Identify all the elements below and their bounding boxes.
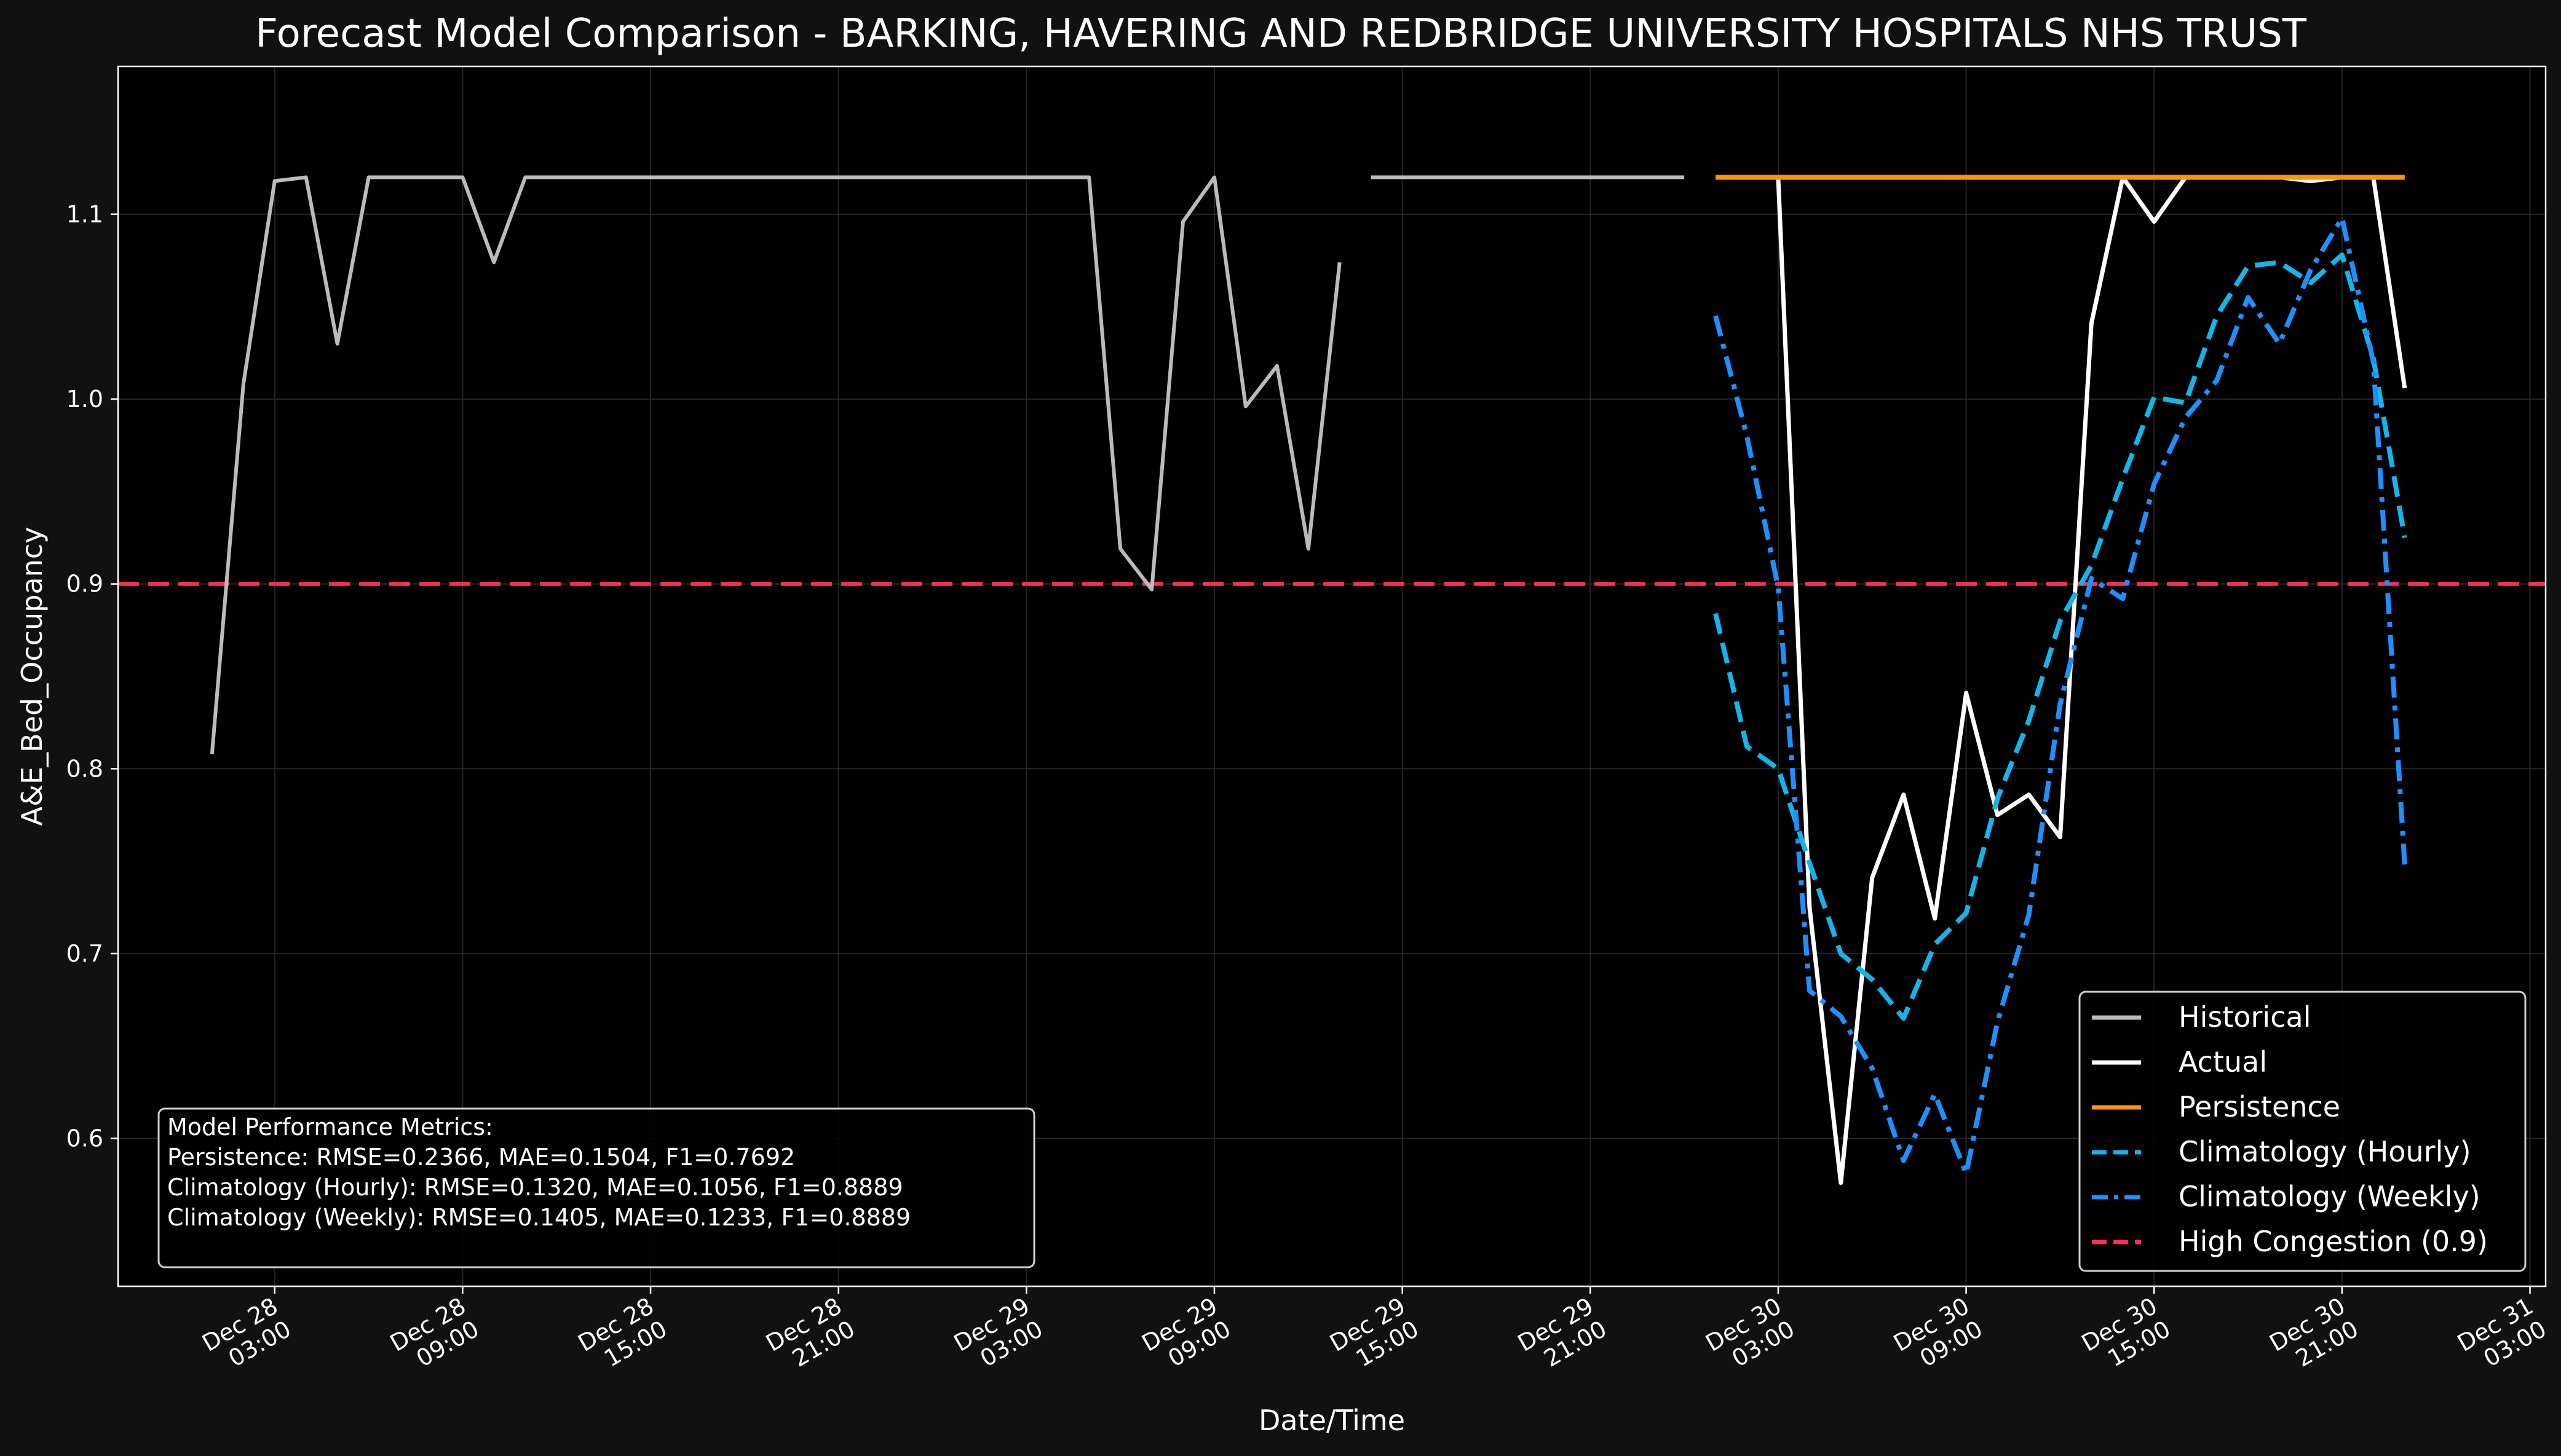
- y-tick-label: 0.9: [66, 571, 103, 598]
- series-line-historical: [210, 175, 1342, 754]
- legend: Historical Actual Persistence Climatology (…: [2078, 991, 2527, 1272]
- metrics-box-frame: [157, 1107, 1035, 1268]
- y-tick-label: 0.8: [66, 755, 103, 782]
- metrics-line-persistence: Persistence: RMSE=0.2366, MAE=0.1504, F1…: [167, 1144, 795, 1171]
- legend-label: Historical: [2179, 1000, 2311, 1034]
- plot-frame: [117, 65, 2547, 1288]
- legend-frame: [2078, 991, 2527, 1272]
- legend-label: High Congestion (0.9): [2179, 1225, 2488, 1258]
- metrics-line-climatology-hourly: Climatology (Hourly): RMSE=0.1320, MAE=0…: [167, 1174, 903, 1201]
- series-layer: [210, 175, 2407, 1185]
- legend-label: Persistence: [2179, 1090, 2340, 1123]
- chart-title: Forecast Model Comparison - BARKING, HAV…: [255, 11, 2307, 57]
- metrics-line-climatology-weekly: Climatology (Weekly): RMSE=0.1405, MAE=0…: [167, 1204, 911, 1231]
- metrics-box: Model Performance Metrics: Persistence: …: [157, 1107, 1035, 1268]
- legend-entries: Historical Actual Persistence Climatology (…: [2092, 1000, 2488, 1258]
- series-line-climatology-weekly: [1713, 215, 2407, 1176]
- y-tick-label: 0.6: [66, 1125, 103, 1152]
- legend-label: Actual: [2179, 1045, 2267, 1078]
- legend-label: Climatology (Hourly): [2179, 1135, 2471, 1168]
- x-axis-label: Date/Time: [1259, 1404, 1405, 1437]
- series-line-climatology-hourly: [1713, 252, 2407, 1021]
- y-axis-label: A&E_Bed_Occupancy: [15, 527, 49, 826]
- metrics-box-heading: Model Performance Metrics:: [167, 1114, 493, 1141]
- y-tick-label: 1.0: [66, 386, 103, 413]
- legend-label: Climatology (Weekly): [2179, 1180, 2480, 1213]
- y-axis: 0.6 0.7 0.8 0.9 1.0 1.1: [66, 200, 118, 1152]
- y-tick-label: 1.1: [66, 200, 103, 228]
- y-tick-label: 0.7: [66, 940, 103, 967]
